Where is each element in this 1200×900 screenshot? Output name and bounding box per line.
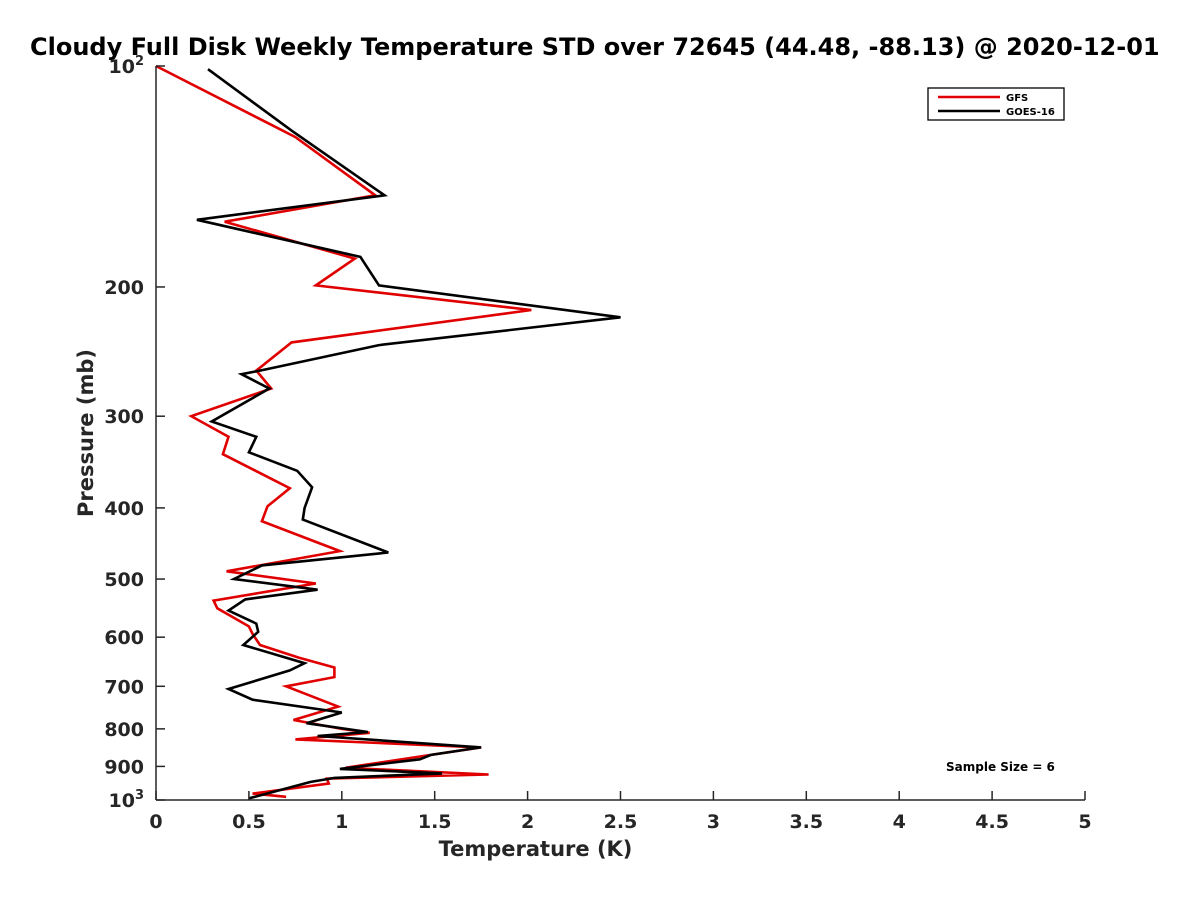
sample-size-annotation: Sample Size = 6: [946, 760, 1055, 774]
legend-label-goes-16: GOES-16: [1006, 107, 1055, 118]
y-tick-label: 500: [104, 569, 144, 591]
y-tick-label: 200: [104, 277, 144, 299]
x-tick-label: 0.5: [232, 811, 266, 833]
y-tick-label: 800: [104, 719, 144, 741]
x-tick-label: 1.5: [418, 811, 452, 833]
y-tick-label: 103: [109, 788, 145, 812]
x-tick-label: 1: [335, 811, 348, 833]
chart-title: Cloudy Full Disk Weekly Temperature STD …: [30, 33, 1160, 61]
series-line-goes-16: [196, 68, 621, 800]
x-tick-label: 3.5: [789, 811, 823, 833]
legend-label-gfs: GFS: [1006, 93, 1028, 104]
plot-area: 0 0.5 1 1.5 2 2.5 3 3.5 4 4.5 5 102 200 300 400 500 600 7…: [104, 54, 1091, 833]
axes-layer: 0 0.5 1 1.5 2 2.5 3 3.5 4 4.5 5 102 200 300 400 500 600 7…: [104, 54, 1091, 833]
y-tick-label: 900: [104, 756, 144, 778]
x-tick-label: 2.5: [604, 811, 638, 833]
x-axis-label: Temperature (K): [439, 837, 633, 861]
y-tick-label: 102: [109, 54, 145, 78]
x-tick-label: 0: [149, 811, 162, 833]
x-tick-label: 4: [893, 811, 906, 833]
y-tick-label: 700: [104, 676, 144, 698]
y-axis-label: Pressure (mb): [74, 349, 98, 517]
x-tick-label: 4.5: [975, 811, 1009, 833]
x-tick-label: 2: [521, 811, 534, 833]
y-tick-label: 600: [104, 627, 144, 649]
x-tick-label: 5: [1078, 811, 1091, 833]
y-tick-label: 300: [104, 406, 144, 428]
legend: GFS GOES-16: [927, 87, 1065, 121]
legend-box: [927, 87, 1065, 121]
series-line-gfs: [155, 64, 532, 799]
y-tick-label: 400: [104, 498, 144, 520]
x-tick-label: 3: [707, 811, 720, 833]
series-layer: [155, 64, 621, 800]
